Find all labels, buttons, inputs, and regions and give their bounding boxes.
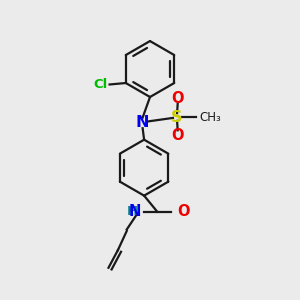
Text: H: H	[127, 205, 138, 218]
Text: S: S	[171, 110, 183, 124]
Text: Cl: Cl	[94, 78, 108, 91]
Text: N: N	[136, 116, 149, 130]
Text: O: O	[171, 128, 184, 143]
Text: CH₃: CH₃	[199, 110, 221, 124]
Text: N: N	[128, 204, 141, 219]
Text: O: O	[171, 91, 184, 106]
Text: O: O	[177, 204, 190, 219]
